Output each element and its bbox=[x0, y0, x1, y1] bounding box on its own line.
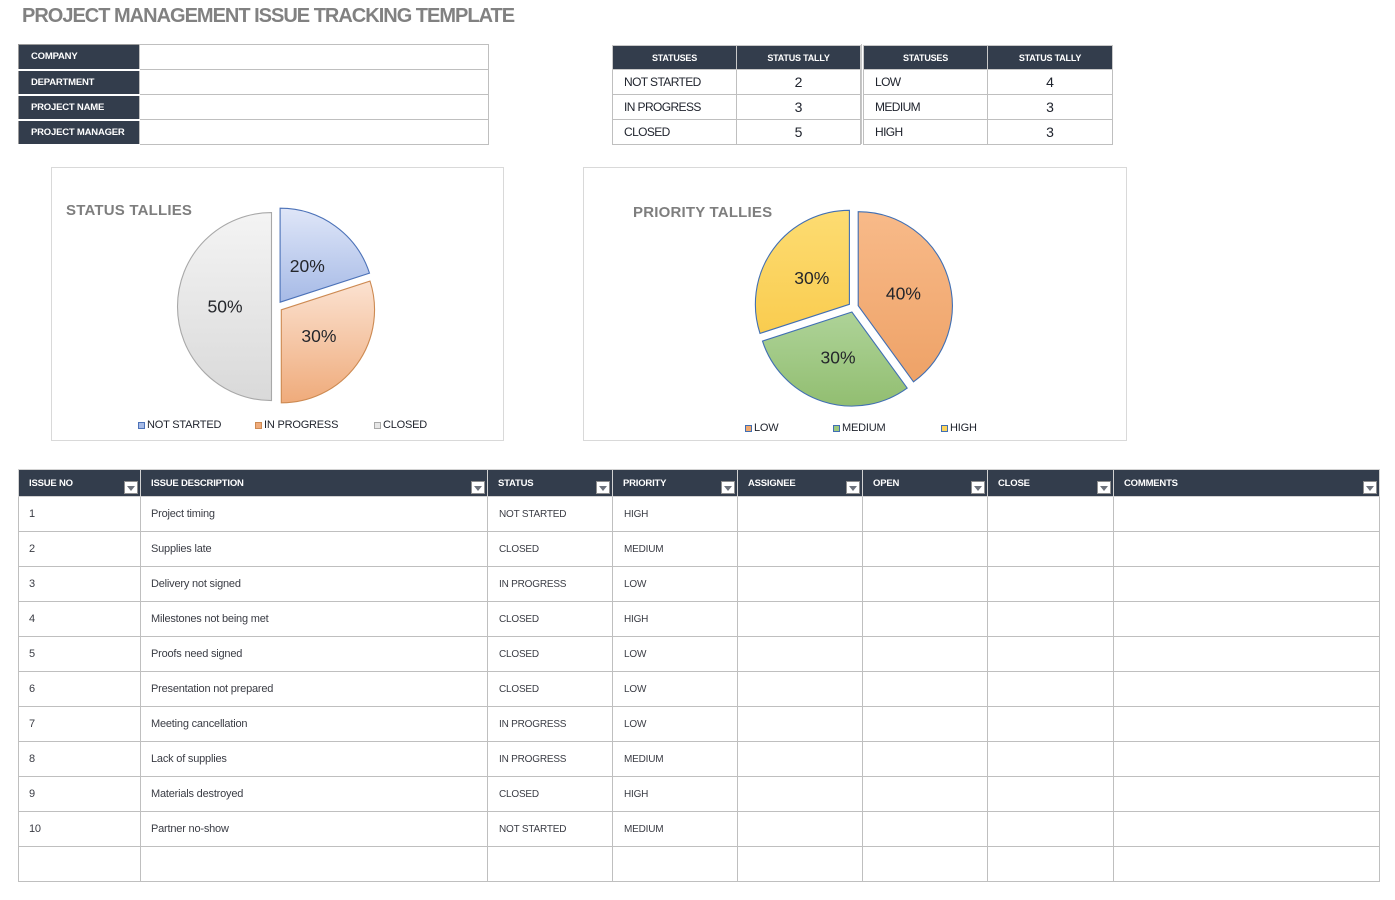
svg-text:30%: 30% bbox=[820, 348, 855, 368]
svg-text:30%: 30% bbox=[301, 326, 336, 346]
svg-text:50%: 50% bbox=[207, 297, 242, 317]
svg-text:20%: 20% bbox=[290, 256, 325, 276]
svg-text:40%: 40% bbox=[886, 283, 921, 303]
svg-text:30%: 30% bbox=[794, 268, 829, 288]
